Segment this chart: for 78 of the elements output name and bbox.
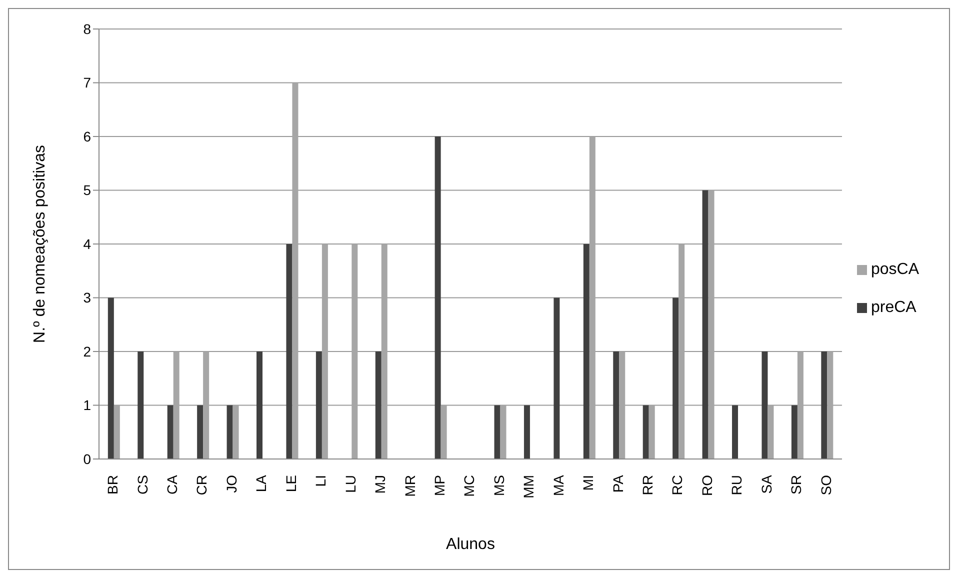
x-tick-label: MA — [550, 474, 566, 496]
x-tick-label: JO — [223, 474, 240, 493]
bar — [114, 405, 120, 459]
bar — [440, 405, 447, 459]
bar — [791, 405, 798, 459]
bar — [167, 405, 174, 459]
bar — [352, 244, 358, 459]
legend-label: preCA — [870, 299, 916, 316]
x-tick-label: CS — [134, 475, 150, 494]
bar — [256, 352, 263, 459]
x-tick-label: MS — [490, 475, 507, 496]
x-tick-label: RC — [669, 475, 686, 496]
x-tick-label: RR — [640, 475, 656, 496]
x-tick-label: BR — [104, 475, 121, 494]
y-tick-label: 7 — [83, 74, 92, 91]
y-axis-title: N.º de nomeações positivas — [32, 145, 49, 343]
legend-label: posCA — [870, 261, 919, 278]
bar — [678, 244, 685, 459]
x-tick-label: MM — [520, 475, 537, 498]
bar — [138, 352, 144, 459]
bar — [226, 405, 233, 459]
bar — [672, 298, 679, 459]
x-tick-label: LU — [342, 475, 358, 493]
bar — [434, 136, 441, 459]
x-tick-label: RO — [698, 474, 715, 496]
bar — [619, 352, 626, 459]
y-tick-label: 4 — [83, 236, 92, 252]
bar — [375, 352, 382, 459]
bar — [203, 352, 210, 459]
y-tick-label: 6 — [83, 128, 92, 144]
bar — [316, 352, 322, 459]
bar — [708, 190, 714, 459]
y-tick-label: 3 — [83, 290, 92, 306]
bar — [292, 82, 298, 459]
bar — [583, 244, 590, 459]
bar — [589, 136, 596, 459]
y-tick-label: 0 — [83, 450, 92, 467]
x-tick-label: MJ — [372, 475, 388, 494]
x-tick-label: LA — [253, 474, 270, 492]
x-tick-label: MP — [431, 475, 448, 496]
x-tick-label: LE — [282, 475, 299, 492]
x-tick-label: SO — [818, 474, 834, 496]
bar — [762, 352, 768, 459]
bar — [821, 352, 828, 459]
bar — [322, 244, 328, 459]
bar — [108, 298, 114, 459]
bar — [494, 405, 500, 459]
x-tick-label: MI — [580, 475, 596, 491]
x-axis-title: Alunos — [446, 536, 495, 553]
y-tick-label: 2 — [83, 343, 92, 360]
bar — [613, 352, 620, 459]
bar — [732, 405, 738, 459]
bar — [702, 190, 708, 459]
y-tick-label: 8 — [83, 20, 92, 37]
bar — [648, 405, 655, 459]
x-tick-label: LI — [312, 475, 329, 487]
bar — [827, 352, 834, 459]
bar — [500, 405, 506, 459]
bar — [173, 352, 180, 459]
bar — [797, 352, 804, 459]
y-tick-label: 5 — [83, 182, 92, 198]
x-tick-label: CA — [164, 474, 180, 494]
bar — [554, 298, 560, 459]
bar — [197, 405, 204, 459]
x-tick-label: CR — [194, 475, 210, 496]
x-tick-label: SR — [788, 475, 804, 494]
x-tick-label: PA — [610, 474, 626, 493]
bar — [768, 405, 774, 459]
x-tick-label: RU — [728, 475, 745, 496]
bar — [642, 405, 649, 459]
x-tick-label: MC — [461, 475, 478, 497]
bar — [232, 405, 239, 459]
x-tick-label: SA — [758, 474, 774, 494]
y-tick-label: 1 — [83, 397, 92, 414]
bar — [381, 244, 388, 459]
bar — [286, 244, 292, 459]
x-tick-label: MR — [402, 475, 418, 497]
bar — [524, 405, 530, 459]
